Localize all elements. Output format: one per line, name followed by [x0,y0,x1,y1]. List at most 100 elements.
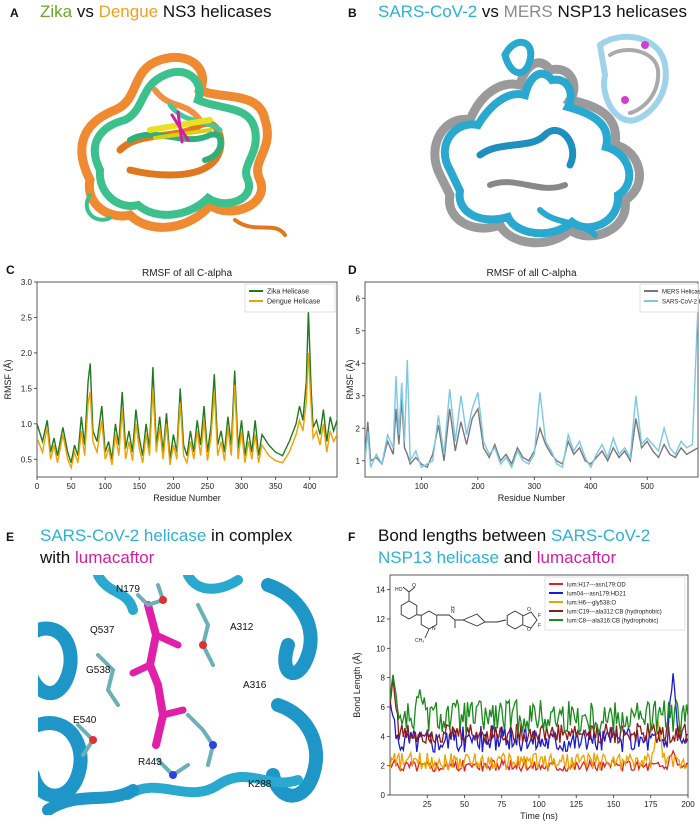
x-tick-label-C-4: 200 [167,482,181,491]
y-tick-label-F-6: 12 [376,615,385,624]
chart-title-D: RMSF of all C-alpha [486,268,576,279]
y-tick-label-F-3: 6 [381,703,386,712]
mol-label-hydroxyl: HO [395,587,403,593]
panel-f-title-l2-part-2: lumacaftor [536,548,617,567]
panel-a-title: Zika vs Dengue NS3 helicases [40,2,272,22]
sars-mers-structure-image [420,25,690,255]
rmsf-chart-sars-mers: RMSF of all C-alpha 100 200 300 400 500 1 2 3 4 5 6… [345,268,700,503]
legend-label-F-1: lum04---asn179:HD21 [567,592,627,598]
panel-f-title-l2-part-1: and [498,548,537,567]
x-tick-label-F-4: 125 [570,800,584,809]
x-tick-label-D-0: 100 [415,482,429,491]
panel-b-title-part-3: NSP13 helicases [552,2,687,21]
y-tick-label-C-0: 0.5 [21,455,33,464]
bond-length-chart: 25 50 75 100 125 150 175 200 0 2 4 6 8 10 12 14 Time (ns… [352,574,695,821]
y-tick-label-F-2: 4 [381,732,386,741]
series-line-F-2 [390,721,688,772]
panel-e-title-l1-part-1: in complex [206,526,293,545]
dioxole-bonds [522,611,538,629]
x-tick-label-F-1: 50 [460,800,469,809]
y-tick-label-F-0: 0 [381,791,386,800]
x-tick-label-C-7: 350 [269,482,283,491]
panel-e-title-l2-part-0: with [40,548,75,567]
legend-label-C-1: Dengue Helicase [267,299,320,306]
x-axis-label-C: Residue Number [153,493,221,503]
chart-title-C: RMSF of all C-alpha [142,268,232,279]
benzodioxole-ring [506,610,524,630]
y-tick-label-C-5: 3.0 [21,278,33,287]
legend-label-D-0: MERS Helicase [662,290,700,296]
panel-f-title-l1-part-0: Bond lengths between [378,526,551,545]
y-tick-label-F-5: 10 [376,644,385,653]
y-tick-label-F-1: 2 [381,762,386,771]
panel-letter-a: A [10,6,19,20]
x-tick-label-C-6: 300 [235,482,249,491]
y-axis-label-D: RMSF (Å) [345,360,355,400]
rmsf-chart-zika-dengue: RMSF of all C-alpha 0 50 100 150 200 250 300 350… [3,268,338,503]
panel-e-title-l2-part-1: lumacaftor [74,548,155,567]
x-tick-label-F-3: 100 [532,800,546,809]
legend-box-D [639,283,699,313]
residue-label-k288: K288 [248,779,272,790]
mol-label-amide_h: H [451,606,455,612]
residue-label-e540: E540 [73,715,97,726]
x-tick-label-D-3: 400 [584,482,598,491]
x-tick-label-F-6: 175 [644,800,658,809]
legend-box-C [244,283,336,313]
legend-label-F-4: lum:C8---ala316:CB (hydrophobic) [567,619,658,625]
x-tick-label-C-2: 100 [99,482,113,491]
panel-letter-b: B [348,6,357,20]
y-tick-label-C-4: 2.5 [21,313,33,322]
residue-label-g538: G538 [86,665,111,676]
mol-label-pyridine_n: N [432,626,436,632]
residue-label-r443: R443 [138,757,162,768]
legend-box-F [544,576,686,631]
y-tick-label-D-4: 5 [356,327,361,336]
methyl-bond [424,628,430,639]
panel-a-title-part-1: vs [72,2,99,21]
series-line-D-0 [365,398,698,469]
x-tick-label-F-2: 75 [497,800,506,809]
x-axis-label-D: Residue Number [498,493,566,503]
mol-label-carbonyl: O [412,583,416,589]
panel-f-title-l2-part-0: NSP13 helicase [378,548,499,567]
panel-f-title-l1-part-1: SARS-CoV-2 [550,526,651,545]
series-line-C-1 [37,352,337,471]
mol-label-f1: F [538,613,541,619]
panel-a-title-part-2: Dengue [98,2,159,21]
mol-label-oxy2: O [527,627,531,633]
x-tick-label-F-5: 150 [607,800,621,809]
residue-label-a316: A316 [243,680,267,691]
x-tick-label-F-0: 25 [423,800,432,809]
mol-label-oxy1: O [527,607,531,613]
panel-b-title-part-1: vs [477,2,504,21]
residue-label-n179: N179 [116,584,140,595]
panel-letter-e: E [6,530,15,544]
y-tick-label-D-2: 3 [356,392,361,401]
legend-label-F-0: lum:H17---asn179:OD [567,583,626,589]
y-axis-label-C: RMSF (Å) [3,360,13,400]
x-tick-label-C-0: 0 [35,482,40,491]
panel-a-title-part-3: NS3 helicases [158,2,272,21]
panel-letter-d: D [348,263,357,277]
x-tick-label-C-1: 50 [67,482,76,491]
residue-label-a312: A312 [230,622,254,633]
y-tick-label-D-1: 2 [356,424,361,433]
y-tick-label-C-2: 1.5 [21,384,33,393]
panel-a-title-part-0: Zika [40,2,73,21]
y-axis-label-F: Bond Length (Å) [352,652,362,718]
panel-f-title: Bond lengths between SARS-CoV-2 NSP13 hel… [378,525,650,569]
lumacaftor-complex-image: N179 Q537 A312 G538 A316 E540 R443 K288 [38,575,328,815]
mol-label-f2: F [538,623,541,629]
legend-label-D-1: SARS-CoV-2 Helicase [662,300,700,306]
panel-letter-c: C [6,263,15,277]
legend-label-F-3: lum:C19---ala312:CB (hydrophobic) [567,610,662,616]
x-axis-label-F: Time (ns) [520,811,558,821]
panel-e-title: SARS-CoV-2 helicase in complex with lumac… [40,525,292,569]
x-tick-label-F-7: 200 [681,800,695,809]
carboxyl-bond [402,586,416,601]
series-line-F-1 [390,673,688,753]
mol-label-amide_n: N [451,609,455,615]
y-tick-label-F-7: 14 [376,586,385,595]
benzoic-ring [400,600,418,620]
